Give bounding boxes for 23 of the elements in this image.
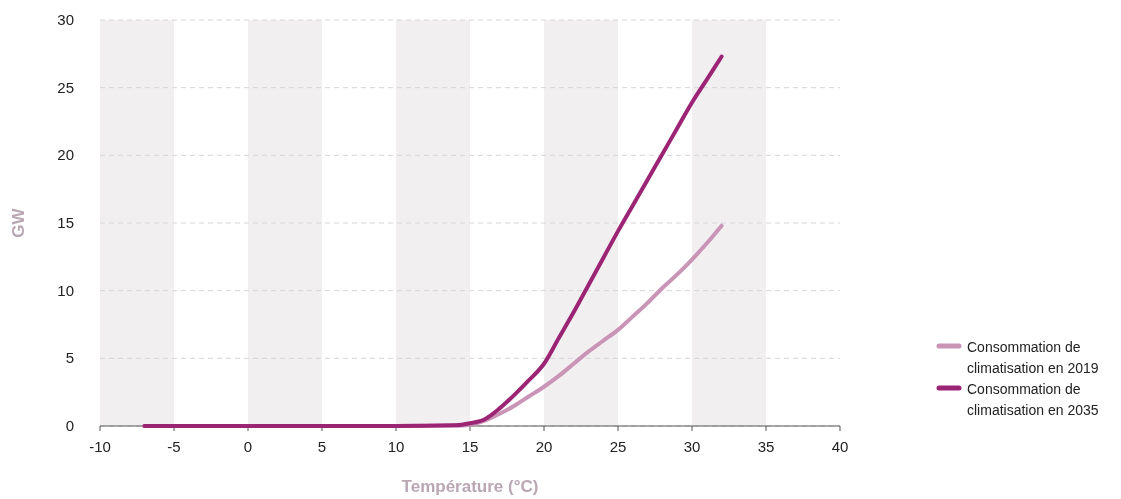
- x-axis-title: Température (°C): [401, 477, 539, 496]
- y-tick-label: 15: [57, 214, 74, 231]
- x-tick-label: 20: [535, 438, 553, 455]
- x-tick-label: 15: [461, 438, 479, 455]
- y-tick-label: 30: [57, 11, 74, 28]
- y-tick-label: 10: [57, 281, 74, 299]
- x-tick-label: 0: [243, 438, 253, 455]
- legend-label: Consommation de climatisation en 2035: [967, 381, 1099, 418]
- y-tick-label: 20: [57, 146, 74, 164]
- x-tick-label: -5: [167, 438, 181, 455]
- y-tick-label: 5: [65, 349, 74, 367]
- line-series: [142, 54, 724, 428]
- y-tick-label: 25: [57, 78, 74, 96]
- legend-label: Consommation de climatisation en 2019: [967, 339, 1099, 376]
- x-tick-label: 10: [387, 438, 405, 455]
- x-tick-label: 30: [683, 438, 701, 455]
- y-tick-label: 0: [65, 417, 74, 434]
- x-tick-label: -10: [89, 438, 111, 455]
- x-tick-label: 35: [757, 438, 775, 455]
- x-tick-label: 25: [609, 438, 627, 455]
- x-tick-label: 5: [317, 438, 327, 455]
- y-axis-title: GW: [9, 207, 28, 238]
- x-tick-label: 40: [831, 438, 849, 455]
